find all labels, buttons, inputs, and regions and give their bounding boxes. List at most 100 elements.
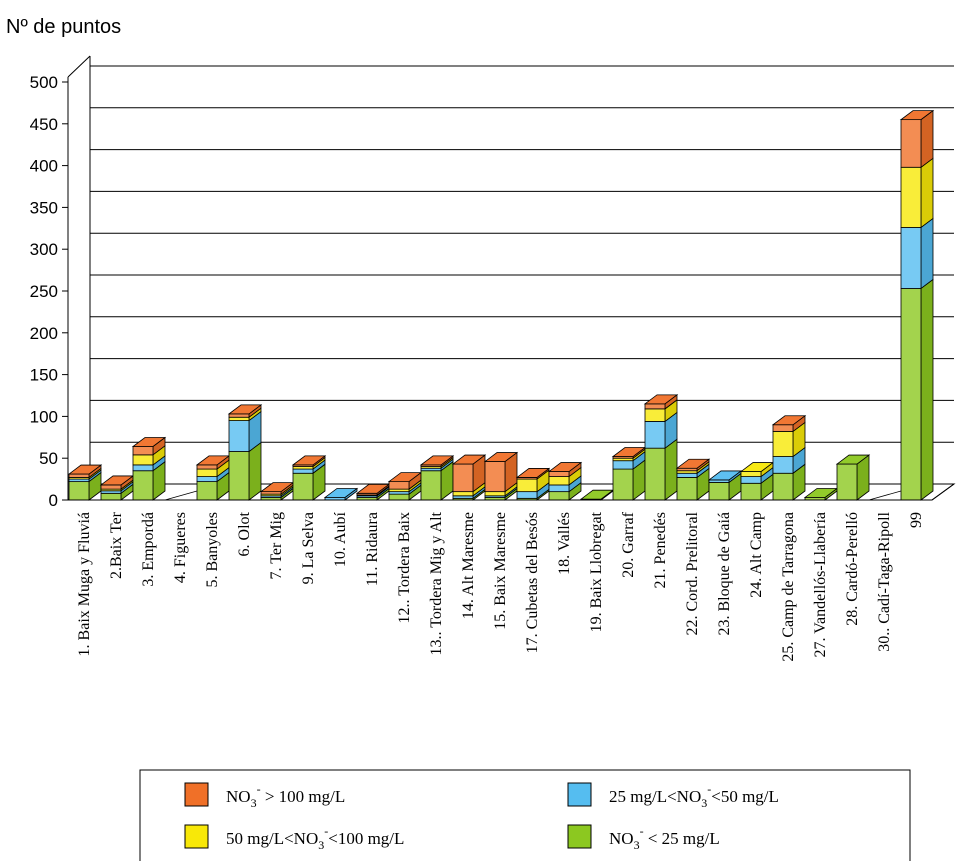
- x-category-label-17: 19. Baix Llobregat: [588, 511, 605, 632]
- bar-front-face: [740, 482, 762, 501]
- legend-swatch-2: [567, 782, 592, 807]
- x-category-label-7: 7. Ter Mig: [268, 512, 285, 579]
- y-tick-label-450: 450: [30, 115, 58, 134]
- x-category-label-26: 30.. Cadí-Taga-Ripoll: [876, 511, 893, 651]
- y-tick-label-400: 400: [30, 157, 58, 176]
- x-category-label-21: 23. Bloque de Gaiá: [716, 512, 733, 636]
- x-category-label-1: 1. Baix Muga y Fluviá: [76, 512, 93, 656]
- x-category-label-3: 3. Empordá: [140, 512, 157, 587]
- bar-front-face: [548, 484, 570, 493]
- legend-swatch-3: [184, 824, 209, 849]
- bar-front-face: [644, 403, 666, 410]
- bar-front-face: [740, 471, 762, 477]
- y-tick-label-350: 350: [30, 198, 58, 217]
- bar-front-face: [612, 460, 634, 470]
- bar-top-cap-6: [227, 404, 263, 415]
- bar-top-cap-25: [835, 454, 871, 465]
- y-tick-label-500: 500: [30, 73, 58, 92]
- bar-top-cap-19: [643, 394, 679, 405]
- bar-empty-4: [164, 490, 198, 501]
- bar-front-face: [132, 454, 154, 466]
- bar-front-face: [900, 166, 922, 228]
- bar-segment-27-series-1: [900, 278, 934, 501]
- bar-top-cap-27: [899, 110, 935, 121]
- x-category-label-8: 9. La Selva: [300, 512, 317, 584]
- bar-front-face: [900, 227, 922, 289]
- x-category-label-13: 14. Alt Maresme: [460, 512, 477, 619]
- bar-side-face: [920, 109, 934, 169]
- bar-front-face: [388, 493, 410, 501]
- bar-front-face: [68, 481, 90, 501]
- bar-top-cap-23: [771, 415, 807, 426]
- bar-front-face: [772, 472, 794, 501]
- bar-front-face: [644, 447, 666, 501]
- x-category-label-10: 11. Ridaura: [364, 512, 381, 586]
- legend-swatch-1: [184, 782, 209, 807]
- y-tick-label-100: 100: [30, 407, 58, 426]
- bar-top-cap-12: [419, 455, 455, 466]
- x-category-label-11: 12.. Tordera Baix: [396, 512, 413, 623]
- bar-front-face: [196, 476, 218, 483]
- x-category-label-5: 5. Banyoles: [204, 512, 221, 588]
- legend-label-3: 50 mg/L<NO3-<100 mg/L: [226, 824, 404, 852]
- legend-box: [139, 769, 911, 866]
- bar-front-face: [228, 413, 250, 418]
- bar-segment-5-series-2: [196, 466, 230, 483]
- x-category-label-9: 10. Aubí: [332, 511, 349, 567]
- bar-front-face: [196, 468, 218, 477]
- bar-segment-27-series-4: [900, 109, 934, 169]
- bar-front-face: [196, 464, 218, 470]
- bar-front-face: [708, 482, 730, 501]
- bar-front-face: [292, 472, 314, 501]
- bar-front-face: [516, 491, 538, 499]
- bar-front-face: [612, 468, 634, 501]
- bar-segment-27-series-3: [900, 157, 934, 229]
- bar-top-cap-1: [67, 464, 103, 475]
- x-category-label-16: 18. Vallés: [556, 512, 573, 575]
- x-category-label-24: 27. Vandellós-Llabería: [812, 512, 829, 657]
- left-wall-top-edge: [67, 55, 91, 78]
- bar-front-face: [484, 491, 506, 497]
- bar-segment-20-series-1: [676, 467, 710, 501]
- bar-front-face: [132, 446, 154, 456]
- bar-front-face: [644, 408, 666, 422]
- bar-segment-13-series-4: [452, 454, 486, 493]
- bar-segment-27-series-2: [900, 217, 934, 290]
- floor-right-edge: [931, 483, 955, 501]
- y-tick-label-150: 150: [30, 366, 58, 385]
- bar-front-face: [772, 431, 794, 457]
- x-category-label-12: 13.. Tordera Mig y Alt: [428, 511, 445, 655]
- bar-front-face: [228, 420, 250, 452]
- bar-top-cap-9: [323, 488, 359, 498]
- bar-side-face: [920, 278, 934, 501]
- bar-empty-26: [868, 490, 902, 501]
- x-category-label-14: 15. Baix Maresme: [492, 512, 509, 630]
- bar-top-cap-15: [515, 468, 551, 478]
- bar-segment-23-series-1: [772, 463, 806, 501]
- bar-top-cap-20: [675, 458, 711, 469]
- bar-front-face: [644, 421, 666, 449]
- bar-segment-8-series-3: [292, 456, 326, 470]
- legend-label-2: 25 mg/L<NO3-<50 mg/L: [609, 782, 779, 810]
- bar-front-face: [676, 477, 698, 501]
- bar-top-cap-3: [131, 437, 167, 447]
- legend-label-1: NO3- > 100 mg/L: [226, 782, 345, 810]
- bar-top-cap-21: [707, 470, 743, 481]
- x-category-label-19: 21. Penedés: [652, 512, 669, 588]
- bar-front-face: [420, 470, 442, 501]
- legend-swatch-4: [567, 824, 592, 849]
- x-category-label-23: 25. Camp de Tarragona: [780, 512, 797, 662]
- bar-front-face: [900, 119, 922, 168]
- bar-front-face: [292, 468, 314, 474]
- bar-segment-6-series-2: [228, 410, 262, 453]
- bar-front-face: [772, 424, 794, 432]
- bar-front-face: [452, 491, 474, 497]
- bar-front-face: [132, 464, 154, 472]
- y-tick-label-200: 200: [30, 324, 58, 343]
- bar-front-face: [100, 492, 122, 501]
- bar-front-face: [548, 476, 570, 486]
- bar-front-face: [452, 463, 474, 493]
- bar-segment-19-series-2: [644, 411, 678, 449]
